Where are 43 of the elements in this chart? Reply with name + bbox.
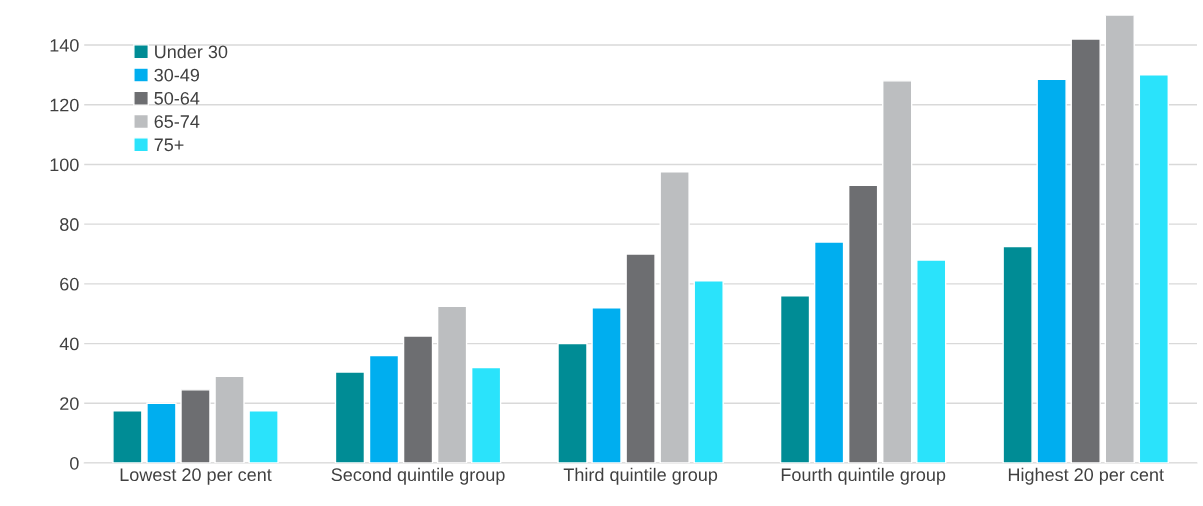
y-tick-label: 20 xyxy=(60,397,79,410)
bar xyxy=(882,80,913,463)
x-tick-label: Lowest 20 per cent xyxy=(120,468,272,485)
y-tick-label: 120 xyxy=(50,98,79,112)
x-tick-label: Second quintile group xyxy=(331,467,505,485)
y-tick-label: 80 xyxy=(60,218,79,231)
legend-label: Under 30 xyxy=(155,44,228,59)
bar xyxy=(557,342,588,463)
y-tick-label: 60 xyxy=(60,277,79,291)
bar xyxy=(368,354,400,463)
bar xyxy=(813,241,845,463)
bar xyxy=(180,389,211,463)
bar xyxy=(248,410,279,463)
x-tick-label: Highest 20 per cent xyxy=(1008,467,1164,485)
y-tick-label: 140 xyxy=(50,38,79,52)
bar xyxy=(847,184,879,463)
bar xyxy=(214,375,245,463)
bar xyxy=(659,171,690,463)
x-tick-label: Fourth quintile group xyxy=(781,467,946,485)
bar xyxy=(1104,15,1135,463)
bar xyxy=(1002,245,1033,463)
bar xyxy=(693,280,724,463)
bar xyxy=(146,402,177,463)
bar xyxy=(1070,38,1101,463)
bar xyxy=(402,335,434,463)
bar xyxy=(112,410,143,463)
bar xyxy=(1036,78,1067,463)
legend-label: 30-49 xyxy=(154,68,200,82)
legend-label: 65-74 xyxy=(154,115,200,128)
legend-label: 50-64 xyxy=(154,91,200,105)
bar xyxy=(591,307,622,463)
bar xyxy=(470,366,502,463)
y-tick-label: 40 xyxy=(59,337,79,351)
bar xyxy=(916,259,947,463)
y-tick-label: 100 xyxy=(50,158,79,172)
bar xyxy=(625,253,656,463)
bar xyxy=(1138,74,1169,463)
bar xyxy=(334,371,366,463)
y-tick-label: 0 xyxy=(70,456,79,470)
bar xyxy=(779,295,811,463)
bar xyxy=(436,305,468,463)
x-tick-label: Third quintile group xyxy=(563,467,718,485)
legend-label: 75+ xyxy=(154,138,184,152)
